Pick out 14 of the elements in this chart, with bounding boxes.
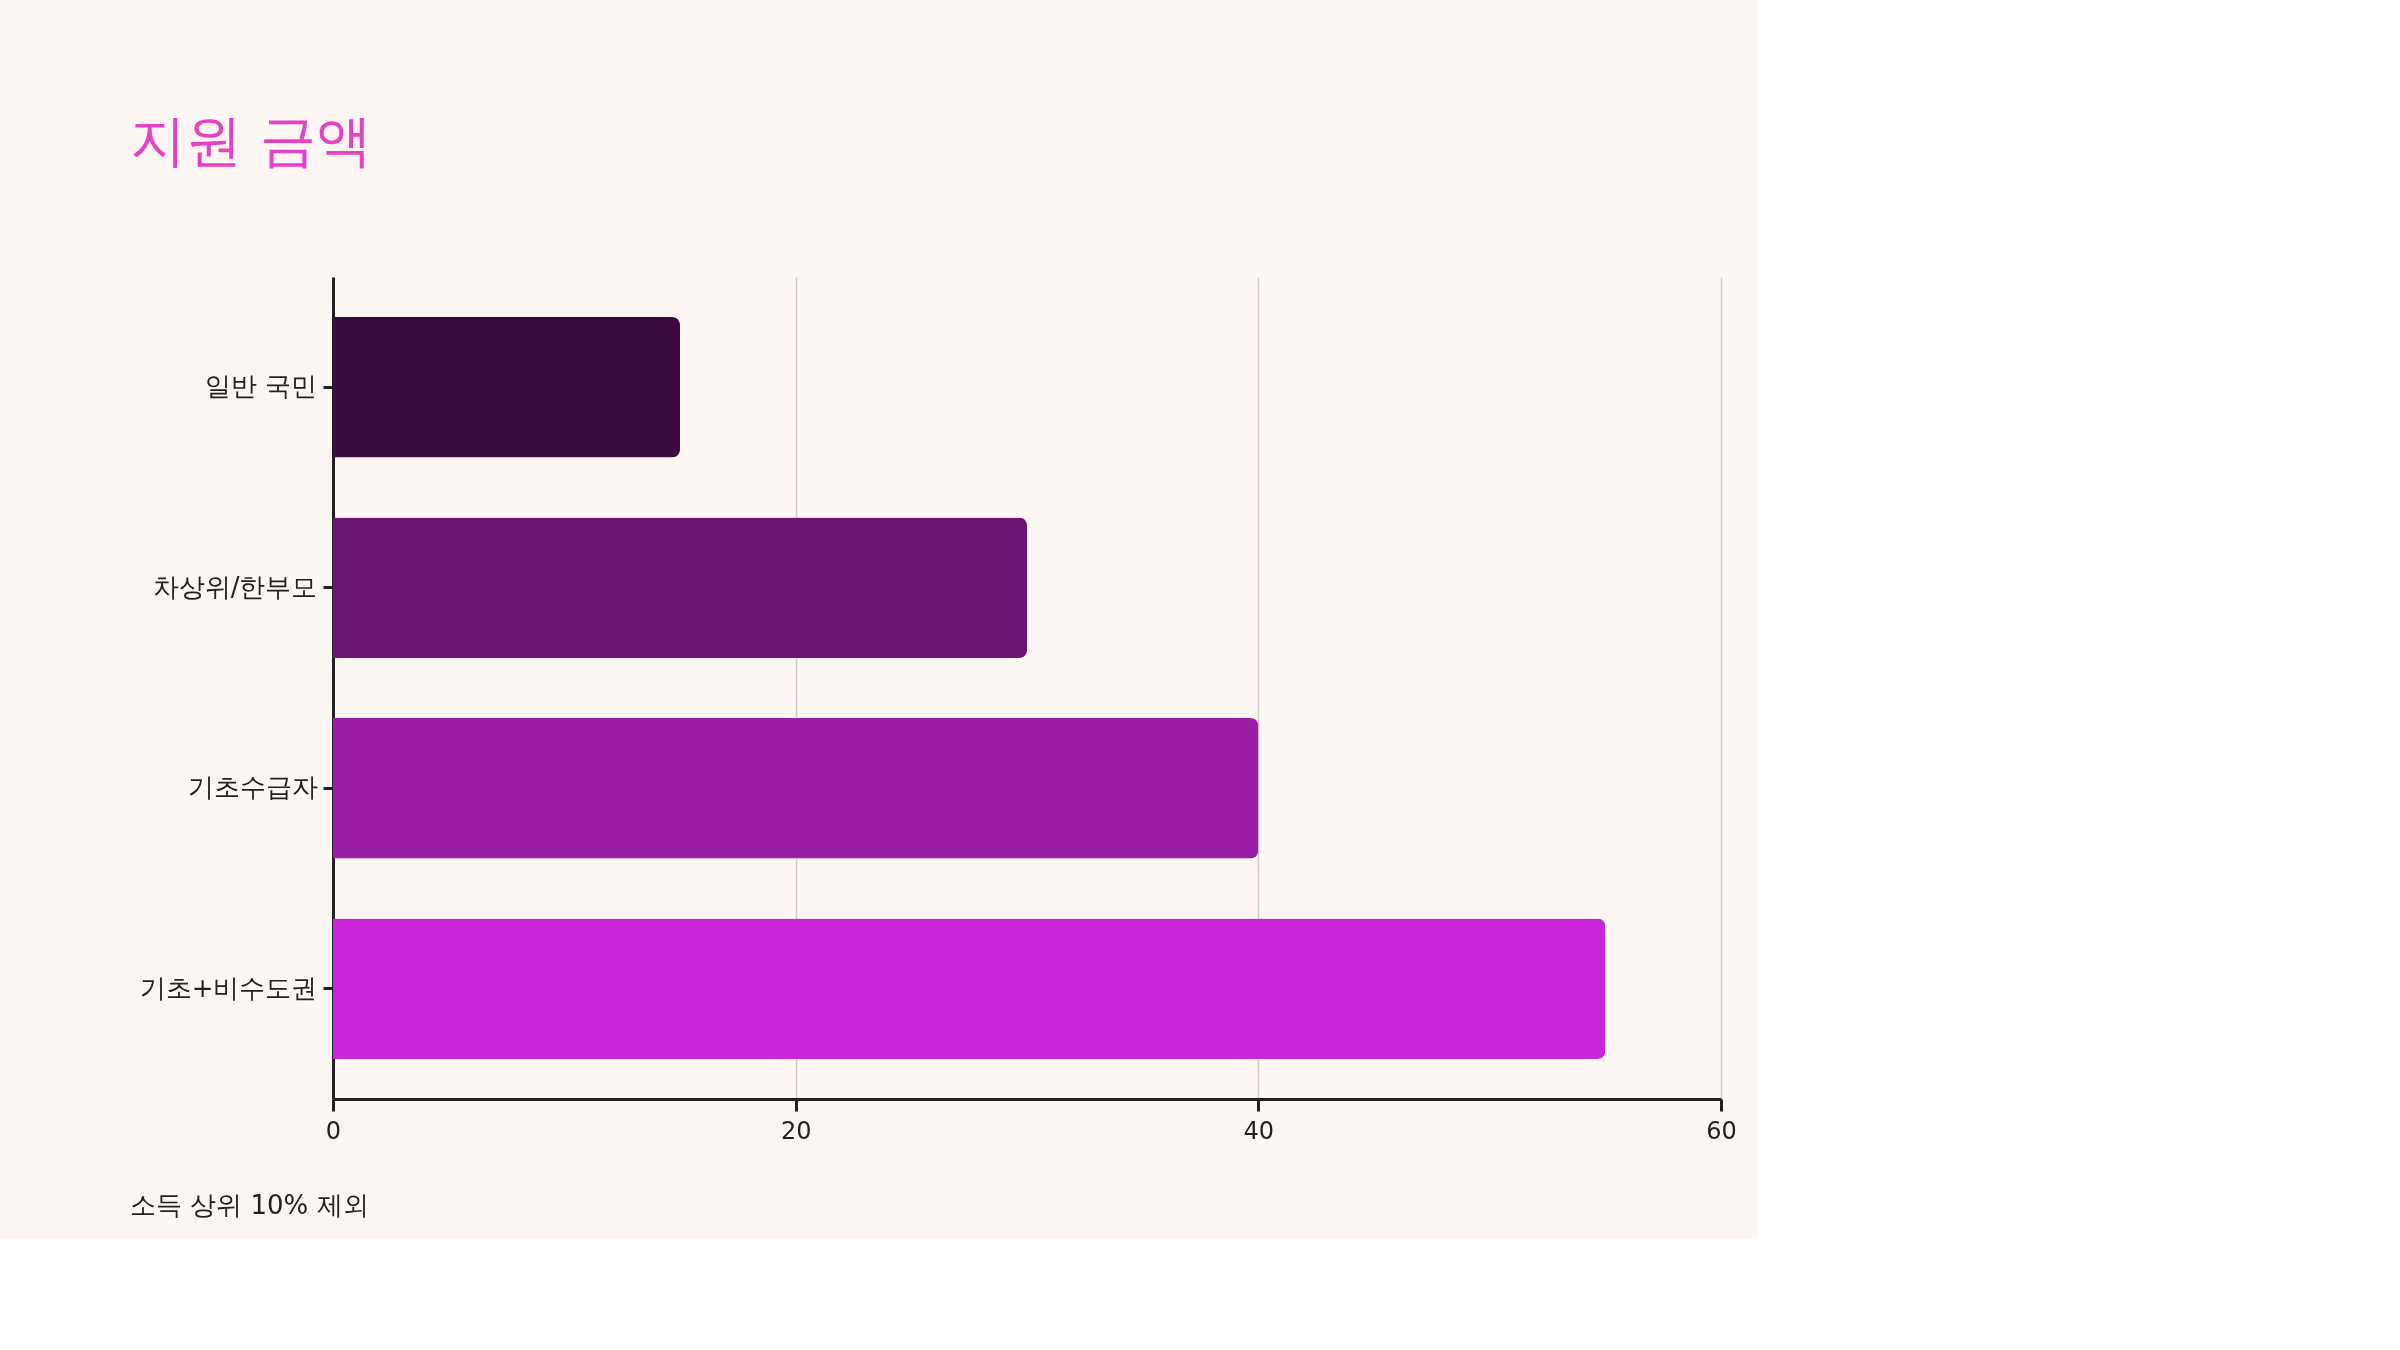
- y-tick-label: 기초+비수도권: [139, 972, 318, 1003]
- x-tick-label: 0: [325, 1116, 342, 1145]
- text: 소득 상위 10% 제외: [130, 1190, 369, 1220]
- x-tick-label: 20: [780, 1116, 812, 1145]
- y-tick-label: 기초수급자: [187, 772, 318, 803]
- x-tick-label: 60: [1706, 1116, 1737, 1145]
- bar: [333, 317, 680, 458]
- bar: [333, 918, 1606, 1059]
- y-tick-label: 차상위/한부모: [152, 571, 318, 602]
- x-tick-label: 40: [1243, 1116, 1275, 1145]
- bar: [333, 718, 1259, 859]
- y-tick-label: 일반 국민: [205, 371, 318, 402]
- chart-title: 지원 금액: [130, 108, 372, 173]
- bar: [333, 517, 1027, 658]
